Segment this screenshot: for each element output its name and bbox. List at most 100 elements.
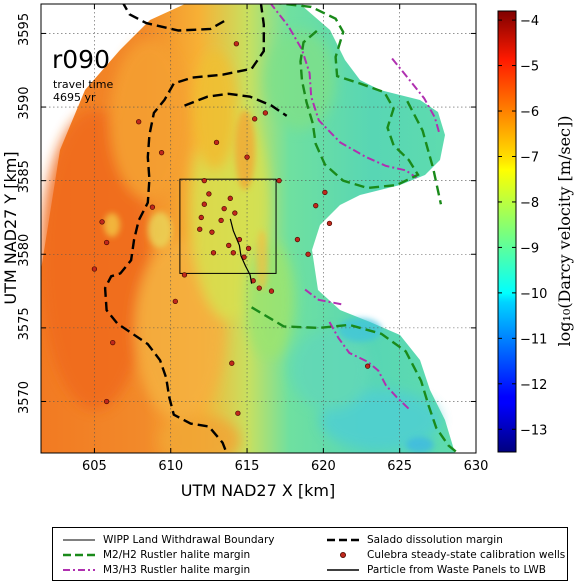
calibration-well xyxy=(103,239,110,246)
salado-segment xyxy=(103,4,265,453)
y-tick-label: 3590 xyxy=(17,87,32,120)
m2-segment xyxy=(274,4,420,190)
calibration-well xyxy=(221,205,227,212)
calibration-wells xyxy=(91,41,371,470)
travel-time-label: travel time xyxy=(53,78,113,91)
calibration-well xyxy=(209,229,215,235)
calibration-well xyxy=(201,201,207,207)
salado-segment xyxy=(184,92,288,117)
calibration-well xyxy=(364,363,371,369)
x-tick-label: 620 xyxy=(311,459,336,474)
calibration-well xyxy=(158,150,165,156)
calibration-well xyxy=(227,195,233,201)
legend: WIPP Land Withdrawal Boundary Salado dis… xyxy=(52,527,568,581)
calibration-well xyxy=(103,398,110,405)
x-tick-label: 625 xyxy=(387,459,412,474)
colorbar-tick-label: −4 xyxy=(520,14,539,29)
colorbar-tick-label: −13 xyxy=(520,423,547,438)
x-axis-ticks: 605 610 615 620 625 630 xyxy=(82,4,488,474)
colorbar-tick-label: −10 xyxy=(520,287,547,302)
legend-label: M2/H2 Rustler halite margin xyxy=(103,549,251,561)
calibration-well xyxy=(233,41,240,47)
particle-path xyxy=(229,218,253,284)
y-tick-label: 3570 xyxy=(17,381,32,414)
calibration-well xyxy=(110,339,116,346)
salado-segment xyxy=(122,4,227,32)
calibration-well xyxy=(235,410,241,416)
m3-segment xyxy=(269,4,418,179)
x-tick-label: 630 xyxy=(464,459,489,474)
calibration-well xyxy=(184,465,189,470)
calibration-well xyxy=(213,139,220,146)
colorbar-tick-label: −11 xyxy=(520,332,547,347)
legend-label: WIPP Land Withdrawal Boundary xyxy=(103,534,275,546)
calibration-well xyxy=(198,214,204,221)
calibration-well xyxy=(197,226,203,232)
colorbar-tick-label: −5 xyxy=(520,60,539,75)
calibration-well xyxy=(230,250,236,256)
velocity-map xyxy=(41,4,476,470)
calibration-well xyxy=(136,119,142,125)
calibration-well xyxy=(226,242,232,249)
calibration-well xyxy=(252,116,258,122)
wipp-land-withdrawal-boundary xyxy=(179,178,277,274)
colorbar-tick-label: −6 xyxy=(520,105,539,120)
x-tick-label: 610 xyxy=(158,459,183,474)
calibration-well xyxy=(229,360,235,366)
legend-label: Particle from Waste Panels to LWB xyxy=(367,564,546,576)
m2-segment xyxy=(406,100,443,205)
m2-h2-rustler-halite-margin xyxy=(250,4,459,453)
calibration-well xyxy=(172,298,178,305)
y-axis-ticks: 3570 3575 3580 3585 3590 3595 xyxy=(17,13,476,414)
calibration-well xyxy=(218,217,224,224)
legend-label: Culebra steady-state calibration wells xyxy=(367,549,566,561)
colorbar-ticks: −4 −5 −6 −7 −8 −9 −10 −11 −12 −13 xyxy=(498,14,547,438)
y-tick-label: 3580 xyxy=(17,234,32,267)
calibration-well xyxy=(91,266,98,272)
m3-segment xyxy=(391,57,441,134)
calibration-well xyxy=(201,178,207,184)
colorbar-tick-label: −7 xyxy=(520,150,539,165)
calibration-well xyxy=(244,154,250,160)
grid xyxy=(41,4,476,453)
m3-segment xyxy=(304,288,342,306)
calibration-well xyxy=(206,191,212,197)
m3-segment xyxy=(328,321,410,410)
colorbar-tick-label: −12 xyxy=(520,378,547,393)
calibration-well xyxy=(268,288,275,294)
calibration-well xyxy=(99,219,105,225)
m3-h3-rustler-halite-margin xyxy=(269,4,441,410)
x-axis-label: UTM NAD27 X [km] xyxy=(181,481,335,500)
colorbar xyxy=(497,10,517,453)
travel-time-value: 4695 yr xyxy=(53,91,96,104)
y-tick-label: 3585 xyxy=(17,160,32,193)
calibration-well xyxy=(256,285,262,291)
calibration-well xyxy=(294,236,301,243)
calibration-well xyxy=(305,251,311,257)
calibration-well xyxy=(232,210,238,216)
legend-label: Salado dissolution margin xyxy=(367,534,503,546)
calibration-well xyxy=(262,110,269,116)
calibration-well xyxy=(245,245,252,252)
calibration-well xyxy=(313,203,319,209)
plot-frame xyxy=(40,3,477,454)
run-label: r090 xyxy=(52,45,110,74)
y-tick-label: 3575 xyxy=(17,307,32,340)
y-axis-label: UTM NAD27 Y [km] xyxy=(1,151,20,304)
colorbar-label: log₁₀(Darcy velocity [m/sec]) xyxy=(555,116,574,347)
y-tick-label: 3595 xyxy=(17,13,32,46)
calibration-well xyxy=(322,189,328,196)
calibration-well xyxy=(276,178,282,184)
x-tick-label: 615 xyxy=(235,459,260,474)
calibration-well xyxy=(181,272,188,278)
calibration-well xyxy=(210,250,217,256)
calibration-well xyxy=(149,204,156,210)
x-tick-label: 605 xyxy=(82,459,107,474)
colorbar-tick-label: −8 xyxy=(520,196,539,211)
colorbar-tick-label: −9 xyxy=(520,241,539,256)
salado-dissolution-margin xyxy=(103,4,288,453)
calibration-well xyxy=(326,220,333,226)
m2-segment xyxy=(250,306,459,453)
legend-label: M3/H3 Rustler halite margin xyxy=(103,564,251,576)
